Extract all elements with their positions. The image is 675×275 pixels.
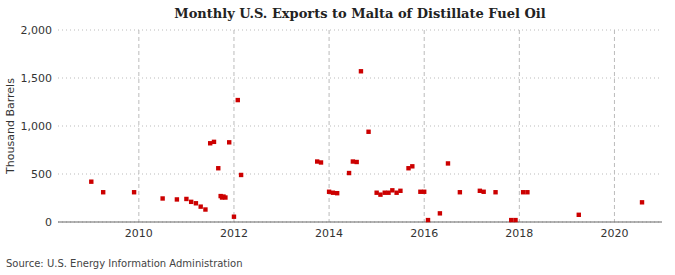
point: [227, 140, 231, 144]
x-axis-line: [58, 222, 662, 223]
point: [101, 190, 105, 194]
point: [478, 189, 482, 193]
point: [359, 69, 363, 73]
y-axis-label: Thousand Barrels: [4, 78, 17, 175]
point: [347, 171, 351, 175]
point: [327, 190, 331, 194]
point: [446, 161, 450, 165]
x-tick-label: 2020: [600, 227, 628, 240]
x-grid-line: [614, 30, 615, 222]
point: [521, 190, 525, 194]
y-grid-line: [58, 222, 662, 223]
y-tick-label: 500: [31, 168, 52, 181]
points: [89, 69, 644, 222]
y-tick-label: 0: [45, 216, 52, 229]
point: [426, 218, 430, 222]
point: [577, 213, 581, 217]
point: [481, 190, 485, 194]
point: [410, 164, 414, 168]
point: [189, 200, 193, 204]
point: [366, 130, 370, 134]
point: [640, 200, 644, 204]
point: [351, 159, 355, 163]
point: [89, 179, 93, 183]
point: [422, 190, 426, 194]
y-tick-label: 1,000: [21, 120, 53, 133]
y-grid-line: [58, 126, 662, 127]
chart: 0 500 1,000 1,500 2,000 2010 2012 2014 2016 2018 2…: [0, 0, 675, 275]
point: [394, 191, 398, 195]
point: [160, 196, 164, 200]
point: [236, 98, 240, 102]
point: [390, 188, 394, 192]
source: Source: U.S. Energy Information Administ…: [6, 258, 243, 269]
point: [383, 191, 387, 195]
point: [378, 192, 382, 196]
point: [198, 204, 202, 208]
y-grid-line: [58, 78, 662, 79]
y-grid-line: [58, 30, 662, 31]
title: Monthly U.S. Exports to Malta of Distill…: [174, 6, 545, 21]
x-tick-label: 2016: [410, 227, 438, 240]
y-tick-label: 1,500: [21, 72, 53, 85]
grid: [58, 30, 662, 222]
tick-labels: 0 500 1,000 1,500 2,000 2010 2012 2014 2016 2018 2…: [21, 24, 629, 240]
point: [354, 160, 358, 164]
point: [509, 218, 513, 222]
point: [458, 190, 462, 194]
x-grid-line: [138, 30, 139, 222]
x-tick-label: 2012: [220, 227, 248, 240]
point: [315, 159, 319, 163]
point: [203, 207, 207, 211]
point: [331, 191, 335, 195]
x-tick-label: 2014: [315, 227, 343, 240]
point: [175, 197, 179, 201]
point: [525, 190, 529, 194]
point: [132, 190, 136, 194]
point: [374, 191, 378, 195]
point: [239, 173, 243, 177]
point: [398, 189, 402, 193]
point: [184, 197, 188, 201]
point: [406, 166, 410, 170]
y-grid-line: [58, 174, 662, 175]
point: [208, 141, 212, 145]
x-tick-label: 2010: [125, 227, 153, 240]
point: [513, 218, 517, 222]
y-tick-label: 2,000: [21, 24, 53, 37]
point: [386, 191, 390, 195]
x-grid-line: [233, 30, 234, 222]
x-tick-label: 2018: [505, 227, 533, 240]
point: [194, 201, 198, 205]
point: [216, 166, 220, 170]
point: [319, 160, 323, 164]
point: [223, 195, 227, 199]
point: [493, 190, 497, 194]
x-grid-line: [519, 30, 520, 222]
point: [212, 140, 216, 144]
point: [438, 211, 442, 215]
point: [418, 190, 422, 194]
point: [335, 191, 339, 195]
point: [232, 215, 236, 219]
